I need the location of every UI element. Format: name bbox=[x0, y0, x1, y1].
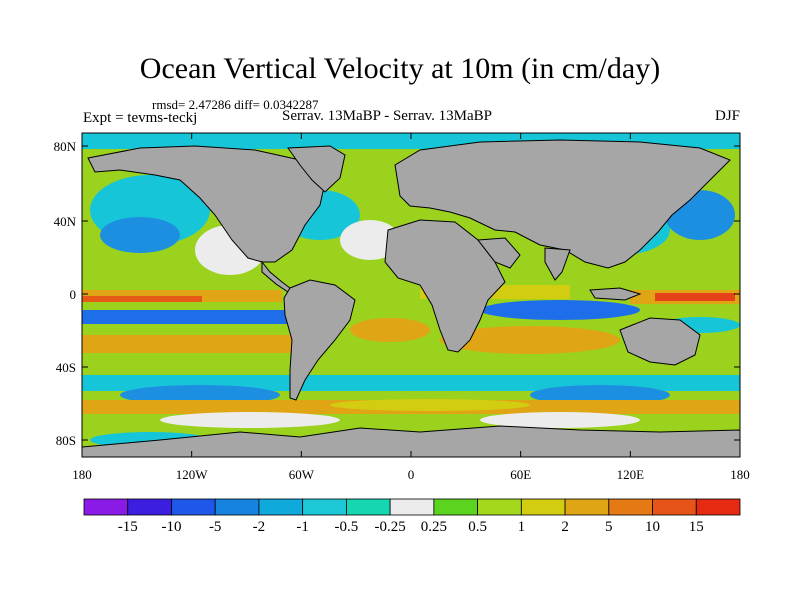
colorbar-label: -10 bbox=[161, 519, 181, 535]
y-tick-label: 40S bbox=[56, 360, 76, 375]
colorbar-swatch bbox=[345, 498, 391, 516]
colorbar-swatch bbox=[608, 498, 653, 516]
colorbar-swatch bbox=[652, 498, 697, 516]
colorbar-label: -0.25 bbox=[375, 519, 406, 535]
colorbar-swatch bbox=[83, 498, 129, 516]
india bbox=[544, 247, 571, 281]
x-tick-label: 0 bbox=[408, 467, 415, 482]
y-tick-label: 40N bbox=[54, 214, 77, 229]
colorbar-label: 10 bbox=[645, 519, 660, 535]
colorbar-swatch bbox=[171, 498, 216, 516]
colorbar-label: 0.5 bbox=[468, 519, 487, 535]
eurasia bbox=[394, 139, 731, 269]
africa bbox=[384, 219, 506, 353]
antarctica bbox=[82, 425, 740, 457]
colorbar-label: -2 bbox=[253, 519, 266, 535]
x-tick-label: 120E bbox=[617, 467, 645, 482]
land-masses bbox=[82, 139, 740, 457]
colorbar-label: 0.25 bbox=[421, 519, 447, 535]
colorbar: -15 -10 -5 -2 -1 -0.5 -0.25 0.25 0.5 1 2 5 10 15 bbox=[83, 498, 741, 535]
indonesia bbox=[589, 287, 642, 301]
australia bbox=[619, 317, 701, 366]
colorbar-swatch bbox=[258, 498, 304, 516]
colorbar-swatch bbox=[695, 498, 741, 516]
colorbar-label: -15 bbox=[118, 519, 138, 535]
x-tick-label: 60E bbox=[510, 467, 531, 482]
map-title: Ocean Vertical Velocity at 10m (in cm/da… bbox=[139, 52, 661, 85]
colorbar-label: -1 bbox=[296, 519, 309, 535]
colorbar-label: 1 bbox=[518, 519, 526, 535]
colorbar-label: 15 bbox=[689, 519, 704, 535]
colorbar-label: 2 bbox=[561, 519, 569, 535]
map-axes: 80N 40N 0 40S 80S 180 120W 60W 0 60E 120E 180 bbox=[54, 133, 750, 482]
colorbar-swatch bbox=[477, 498, 522, 516]
y-tick-label: 80S bbox=[56, 433, 76, 448]
colorbar-label: 5 bbox=[605, 519, 613, 535]
south-america bbox=[283, 279, 356, 401]
colorbar-swatch bbox=[389, 498, 435, 516]
colorbar-label: -0.5 bbox=[335, 519, 359, 535]
x-tick-label: 60W bbox=[289, 467, 315, 482]
north-america bbox=[87, 145, 326, 263]
colorbar-swatch bbox=[520, 498, 566, 516]
y-tick-label: 0 bbox=[70, 287, 77, 302]
colorbar-swatch bbox=[564, 498, 610, 516]
season-label: DJF bbox=[714, 108, 740, 124]
comparison-label: Serrav. 13MaBP - Serrav. 13MaBP bbox=[282, 108, 492, 124]
x-tick-label: 120W bbox=[176, 467, 209, 482]
colorbar-swatch bbox=[214, 498, 260, 516]
greenland bbox=[287, 145, 346, 193]
colorbar-swatch bbox=[302, 498, 347, 516]
experiment-label: Expt = tevms-teckj bbox=[83, 110, 198, 126]
stats-text: rmsd= 2.47286 diff= 0.0342287 bbox=[152, 97, 319, 112]
arabia bbox=[477, 237, 521, 269]
y-tick-label: 80N bbox=[54, 139, 77, 154]
x-tick-label: 180 bbox=[72, 467, 92, 482]
colorbar-swatch bbox=[127, 498, 172, 516]
colorbar-swatch bbox=[433, 498, 479, 516]
x-tick-label: 180 bbox=[730, 467, 750, 482]
colorbar-label: -5 bbox=[209, 519, 222, 535]
